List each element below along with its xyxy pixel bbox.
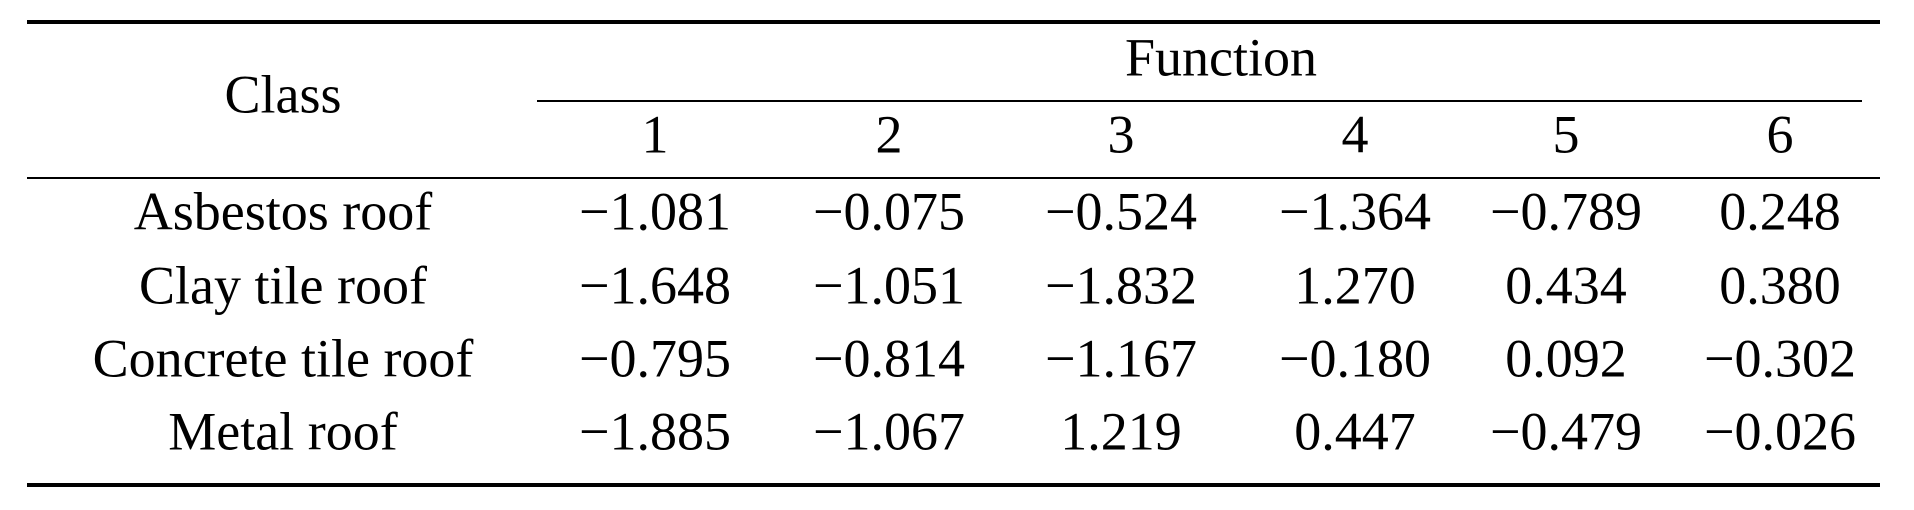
cell: −0.302	[1704, 328, 1856, 388]
cell: 1.219	[1060, 401, 1182, 461]
cell: 0.248	[1719, 181, 1841, 241]
column-header: 6	[1767, 104, 1794, 164]
function-header: Function	[1125, 27, 1317, 87]
cell: −1.081	[579, 181, 731, 241]
row-label: Asbestos roof	[134, 181, 432, 241]
cell: −0.180	[1279, 328, 1431, 388]
cell: −1.364	[1279, 181, 1431, 241]
cell: −1.067	[813, 401, 965, 461]
cell: −1.051	[813, 255, 965, 315]
cell: −0.026	[1704, 401, 1856, 461]
cell: −1.832	[1045, 255, 1197, 315]
cell: −0.795	[579, 328, 731, 388]
column-header: 2	[876, 104, 903, 164]
cell: −1.167	[1045, 328, 1197, 388]
column-header: 3	[1108, 104, 1135, 164]
column-header: 5	[1553, 104, 1580, 164]
cell: −0.789	[1490, 181, 1642, 241]
column-header: 4	[1342, 104, 1369, 164]
cell: −0.524	[1045, 181, 1197, 241]
cell: −0.075	[813, 181, 965, 241]
row-label: Clay tile roof	[139, 255, 427, 315]
row-label: Concrete tile roof	[93, 328, 474, 388]
cell: −0.479	[1490, 401, 1642, 461]
cell: 0.380	[1719, 255, 1841, 315]
cell: 0.092	[1505, 328, 1627, 388]
cell: 0.447	[1294, 401, 1416, 461]
class-header: Class	[224, 64, 341, 124]
cell: −0.814	[813, 328, 965, 388]
cell: −1.885	[579, 401, 731, 461]
cell: 0.434	[1505, 255, 1627, 315]
row-label: Metal roof	[168, 401, 397, 461]
cell: 1.270	[1294, 255, 1416, 315]
cell: −1.648	[579, 255, 731, 315]
column-header: 1	[642, 104, 669, 164]
